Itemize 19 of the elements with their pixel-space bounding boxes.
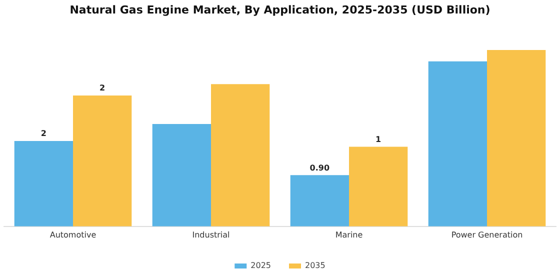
bar xyxy=(349,146,408,226)
x-tick-label: Automotive xyxy=(50,230,96,240)
legend-label: 2035 xyxy=(305,261,326,270)
bar xyxy=(14,141,73,226)
x-tick-label: Power Generation xyxy=(451,230,523,240)
data-label: 2 xyxy=(40,129,46,138)
bar xyxy=(152,124,211,226)
legend-label: 2025 xyxy=(250,261,271,270)
bar xyxy=(73,95,132,226)
chart-title: Natural Gas Engine Market, By Application, 2025-2035 (USD Billion) xyxy=(70,3,490,16)
x-tick-label: Industrial xyxy=(192,230,230,240)
x-tick-label: Marine xyxy=(335,230,363,240)
bar xyxy=(211,84,270,226)
data-label: 1 xyxy=(376,134,382,144)
bar xyxy=(290,175,349,226)
data-label: 2 xyxy=(100,84,106,93)
bar xyxy=(428,61,487,226)
data-label: 0.90 xyxy=(310,163,330,172)
bar xyxy=(487,50,546,226)
